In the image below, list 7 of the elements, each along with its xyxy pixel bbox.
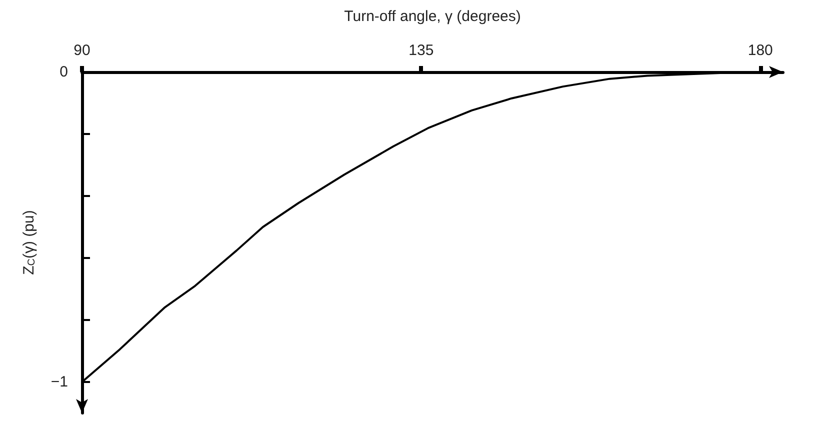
x-tick-label: 180 [748, 42, 773, 59]
y-axis-title: ZC(γ) (pu) [20, 210, 38, 275]
x-tick-label: 135 [408, 42, 434, 59]
y-tick-label: 0 [60, 64, 68, 80]
x-axis-title: Turn-off angle, γ (degrees) [344, 8, 521, 25]
x-tick-label: 90 [74, 42, 90, 59]
y-tick-label: −1 [50, 374, 68, 390]
